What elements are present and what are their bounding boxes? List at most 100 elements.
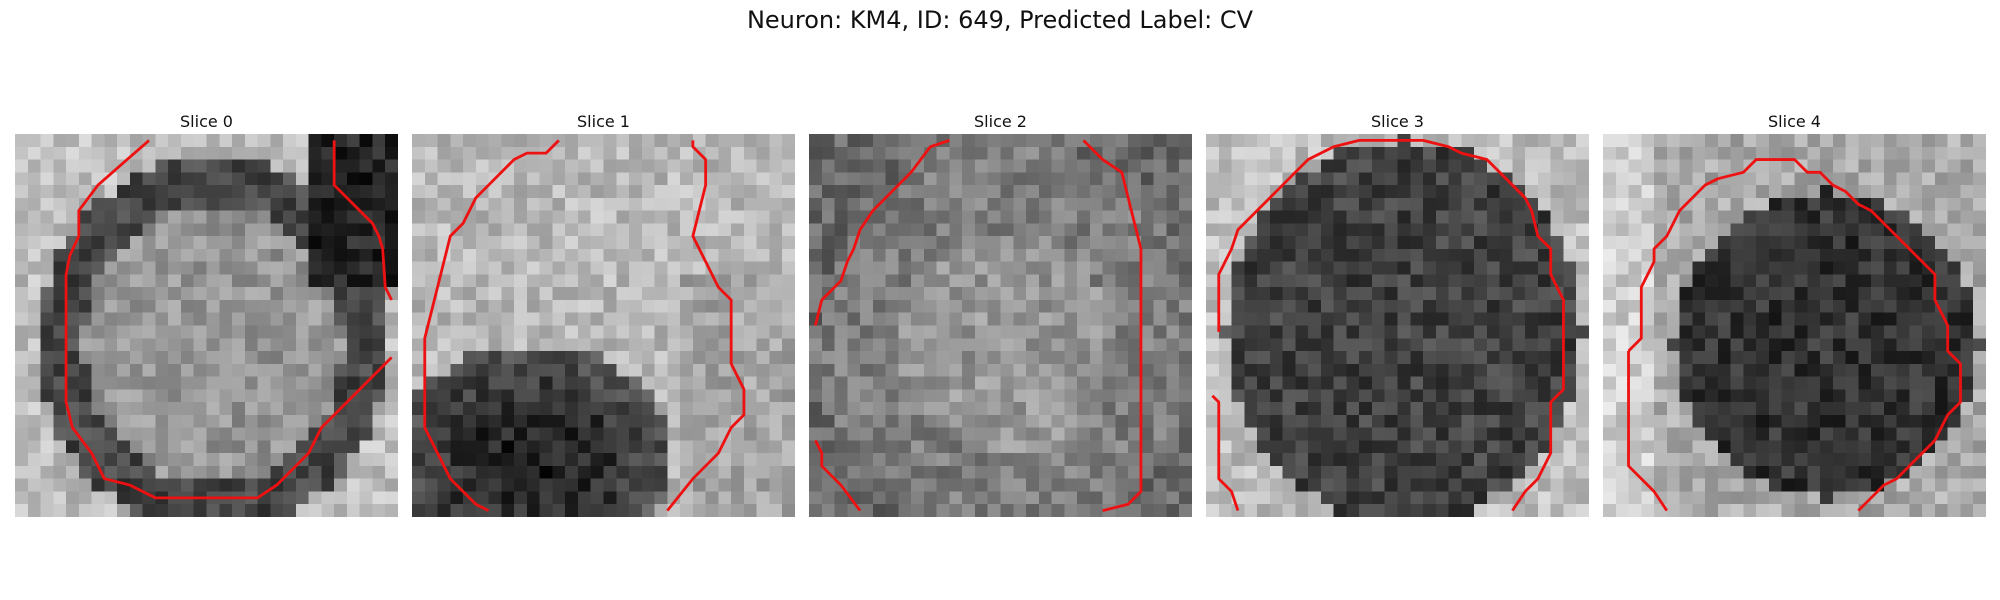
image-pixel <box>809 478 823 492</box>
image-pixel <box>872 325 886 339</box>
image-pixel <box>155 287 169 301</box>
image-pixel <box>1257 504 1271 517</box>
image-pixel <box>1346 338 1360 352</box>
image-pixel <box>1563 236 1577 250</box>
image-pixel <box>1218 465 1232 479</box>
image-pixel <box>232 376 246 390</box>
image-pixel <box>885 465 899 479</box>
image-pixel <box>424 363 438 377</box>
image-pixel <box>565 274 579 288</box>
image-pixel <box>565 134 579 148</box>
image-pixel <box>1603 414 1617 428</box>
image-pixel <box>1896 274 1910 288</box>
image-pixel <box>117 465 131 479</box>
image-pixel <box>731 223 745 237</box>
image-pixel <box>629 159 643 173</box>
image-pixel <box>552 159 566 173</box>
image-pixel <box>1705 504 1719 517</box>
image-pixel <box>1705 312 1719 326</box>
image-pixel <box>629 478 643 492</box>
image-pixel <box>526 440 540 454</box>
image-pixel <box>53 465 67 479</box>
image-pixel <box>40 338 54 352</box>
image-pixel <box>475 338 489 352</box>
image-pixel <box>1153 363 1167 377</box>
image-pixel <box>334 299 348 313</box>
image-pixel <box>40 223 54 237</box>
image-pixel <box>104 465 118 479</box>
image-pixel <box>756 172 770 186</box>
image-pixel <box>962 427 976 441</box>
image-pixel <box>641 210 655 224</box>
image-pixel <box>667 338 681 352</box>
image-pixel <box>1474 210 1488 224</box>
image-pixel <box>1153 236 1167 250</box>
image-pixel <box>1423 440 1437 454</box>
image-pixel <box>1654 414 1668 428</box>
image-pixel <box>718 478 732 492</box>
image-pixel <box>1064 338 1078 352</box>
image-pixel <box>1140 248 1154 262</box>
image-pixel <box>1448 236 1462 250</box>
image-pixel <box>629 287 643 301</box>
image-pixel <box>1768 172 1782 186</box>
image-pixel <box>27 248 41 262</box>
image-pixel <box>705 287 719 301</box>
image-pixel <box>974 274 988 288</box>
image-pixel <box>1603 363 1617 377</box>
image-pixel <box>1922 389 1936 403</box>
image-pixel <box>718 197 732 211</box>
image-pixel <box>1128 185 1142 199</box>
image-pixel <box>1384 312 1398 326</box>
image-pixel <box>731 299 745 313</box>
image-pixel <box>1269 223 1283 237</box>
image-pixel <box>936 236 950 250</box>
image-pixel <box>1628 185 1642 199</box>
image-pixel <box>1435 299 1449 313</box>
image-pixel <box>219 376 233 390</box>
image-pixel <box>1781 363 1795 377</box>
image-pixel <box>923 402 937 416</box>
image-pixel <box>1705 146 1719 160</box>
image-pixel <box>1820 159 1834 173</box>
image-pixel <box>40 287 54 301</box>
image-pixel <box>206 453 220 467</box>
image-pixel <box>1845 402 1859 416</box>
image-pixel <box>1282 363 1296 377</box>
image-pixel <box>1077 261 1091 275</box>
image-pixel <box>1474 414 1488 428</box>
image-pixel <box>1115 299 1129 313</box>
image-pixel <box>488 248 502 262</box>
image-pixel <box>463 402 477 416</box>
image-pixel <box>860 504 874 517</box>
image-pixel <box>769 491 783 505</box>
image-pixel <box>1692 248 1706 262</box>
image-pixel <box>1692 491 1706 505</box>
image-pixel <box>1730 440 1744 454</box>
image-pixel <box>1563 491 1577 505</box>
image-pixel <box>1499 185 1513 199</box>
image-pixel <box>565 312 579 326</box>
image-pixel <box>359 185 373 199</box>
image-pixel <box>911 453 925 467</box>
image-pixel <box>1359 478 1373 492</box>
image-pixel <box>1269 402 1283 416</box>
image-pixel <box>1654 389 1668 403</box>
image-pixel <box>1730 389 1744 403</box>
image-pixel <box>692 172 706 186</box>
image-pixel <box>1231 363 1245 377</box>
image-pixel <box>1115 134 1129 148</box>
image-pixel <box>142 223 156 237</box>
image-pixel <box>1832 261 1846 275</box>
image-pixel <box>834 210 848 224</box>
image-pixel <box>1820 402 1834 416</box>
image-pixel <box>308 478 322 492</box>
image-pixel <box>1128 427 1142 441</box>
image-pixel <box>1166 338 1180 352</box>
image-pixel <box>731 274 745 288</box>
image-pixel <box>1359 351 1373 365</box>
image-pixel <box>539 134 553 148</box>
image-pixel <box>1269 453 1283 467</box>
image-pixel <box>463 414 477 428</box>
image-pixel <box>308 172 322 186</box>
